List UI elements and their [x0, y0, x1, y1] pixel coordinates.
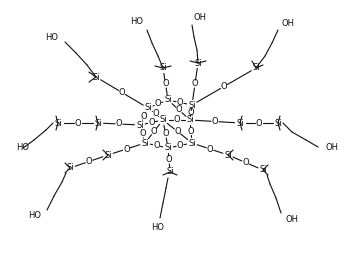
Text: O: O — [192, 79, 198, 89]
Text: O: O — [139, 129, 146, 139]
Text: Si: Si — [194, 58, 202, 68]
Text: O: O — [141, 112, 147, 121]
Text: Si: Si — [66, 163, 74, 172]
Text: Si: Si — [166, 167, 174, 177]
Text: Si: Si — [188, 101, 196, 110]
Text: O: O — [162, 79, 169, 89]
Text: O: O — [166, 156, 172, 165]
Text: O: O — [207, 145, 213, 154]
Text: O: O — [176, 106, 182, 114]
Text: O: O — [153, 141, 160, 150]
Text: Si: Si — [159, 116, 167, 124]
Text: OH: OH — [194, 14, 207, 23]
Text: Si: Si — [224, 150, 232, 160]
Text: OH: OH — [286, 216, 299, 225]
Text: HO: HO — [16, 144, 29, 152]
Text: Si: Si — [274, 118, 282, 128]
Text: O: O — [86, 157, 92, 166]
Text: O: O — [177, 98, 183, 107]
Text: O: O — [174, 127, 181, 136]
Text: O: O — [177, 141, 183, 150]
Text: O: O — [148, 118, 155, 127]
Text: Si: Si — [188, 139, 196, 148]
Text: Si: Si — [54, 118, 62, 128]
Text: Si: Si — [259, 166, 267, 174]
Text: O: O — [242, 158, 249, 167]
Text: Si: Si — [144, 103, 152, 112]
Text: Si: Si — [164, 144, 172, 152]
Text: Si: Si — [164, 96, 172, 105]
Text: Si: Si — [94, 118, 102, 128]
Text: Si: Si — [141, 139, 149, 148]
Text: Si: Si — [159, 63, 167, 73]
Text: O: O — [123, 145, 130, 154]
Text: O: O — [162, 129, 169, 139]
Text: O: O — [188, 127, 194, 136]
Text: Si: Si — [104, 150, 112, 160]
Text: O: O — [256, 118, 262, 128]
Text: HO: HO — [45, 32, 58, 41]
Text: O: O — [75, 118, 81, 128]
Text: Si: Si — [236, 118, 244, 128]
Text: Si: Si — [92, 73, 100, 81]
Text: Si: Si — [186, 116, 194, 124]
Text: O: O — [152, 110, 159, 118]
Text: HO: HO — [151, 223, 164, 232]
Text: O: O — [155, 100, 161, 108]
Text: O: O — [151, 127, 157, 136]
Text: O: O — [173, 116, 180, 124]
Text: OH: OH — [325, 143, 338, 151]
Text: OH: OH — [282, 19, 295, 28]
Text: Si: Si — [136, 121, 144, 129]
Text: O: O — [212, 117, 218, 126]
Text: O: O — [116, 119, 122, 128]
Text: O: O — [221, 82, 227, 91]
Text: HO: HO — [28, 211, 41, 221]
Text: HO: HO — [130, 18, 143, 26]
Text: Si: Si — [252, 63, 260, 73]
Text: O: O — [119, 88, 125, 97]
Text: O: O — [188, 108, 194, 117]
